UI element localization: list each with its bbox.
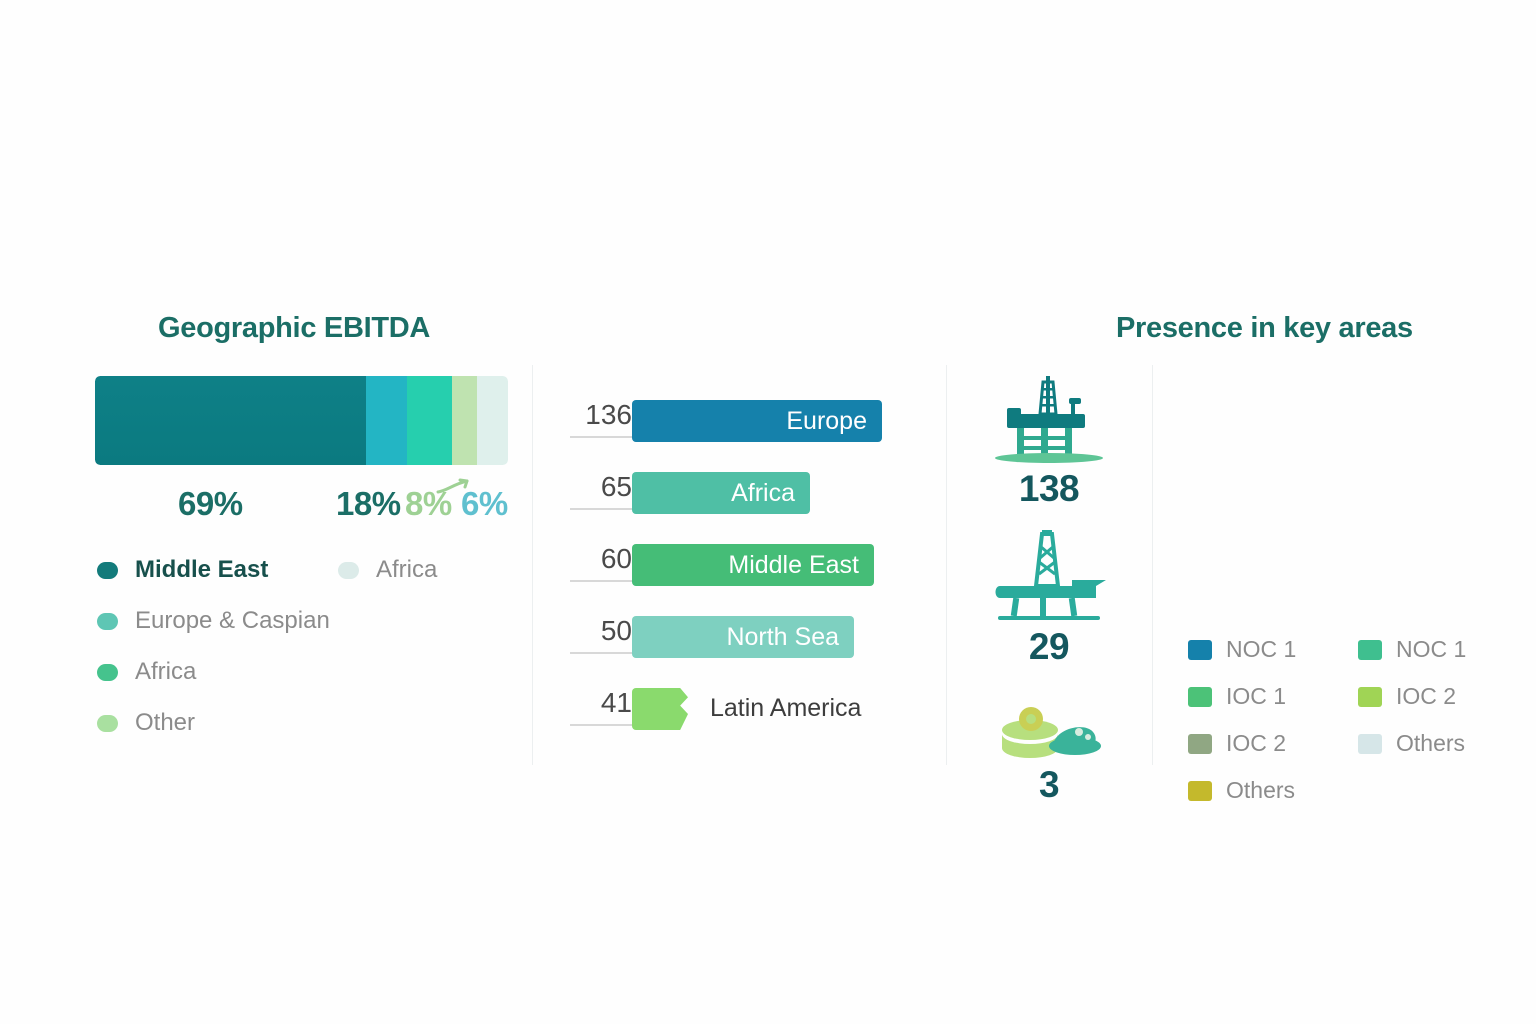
presence-value-label: 50 bbox=[570, 614, 632, 654]
customer-legend-item[interactable]: Others bbox=[1358, 730, 1465, 757]
presence-row: 41 Latin America bbox=[532, 686, 946, 736]
panel-assets: Assets 138 bbox=[946, 0, 1152, 1024]
customer-legend-swatch bbox=[1188, 780, 1212, 801]
offshore-platform-icon bbox=[995, 376, 1103, 463]
legend-item-middle-east[interactable]: Middle East bbox=[97, 556, 268, 584]
stacked-bar-segment-other bbox=[452, 376, 477, 465]
page-title-geographic-ebitda: Geographic EBITDA bbox=[158, 312, 431, 344]
legend-swatch-africa bbox=[97, 663, 118, 681]
presence-row: 65 Africa bbox=[532, 470, 946, 520]
legend-label-africa: Africa bbox=[135, 658, 197, 685]
legend-swatch-africa-pale bbox=[338, 561, 359, 579]
stacked-bar-segment-africa-pale bbox=[476, 376, 508, 465]
presence-value-label: 41 bbox=[570, 686, 632, 726]
presence-row: 136 Europe bbox=[532, 398, 946, 448]
customer-legend-item[interactable]: IOC 2 bbox=[1358, 683, 1456, 710]
panel-geographic-ebitda: Geographic EBITDA 69% 18% 8% 6% Middle E… bbox=[0, 0, 532, 1024]
customer-legend-swatch bbox=[1188, 639, 1212, 660]
panel-divider-1 bbox=[532, 365, 533, 765]
presence-bar-label: Europe bbox=[786, 406, 867, 435]
customer-legend-item[interactable]: NOC 1 bbox=[1358, 636, 1466, 663]
presence-row: 50 North Sea bbox=[532, 614, 946, 664]
presence-row: 60 Middle East bbox=[532, 542, 946, 592]
asset-item-offshore-platform: 138 bbox=[946, 372, 1152, 510]
legend-label-europe-caspian: Europe & Caspian bbox=[135, 607, 330, 634]
asset-item-drilling-rig: 29 bbox=[946, 528, 1152, 668]
presence-bar[interactable]: North Sea bbox=[632, 616, 854, 658]
legend-label-africa-pale: Africa bbox=[376, 556, 438, 583]
legend-label-middle-east: Middle East bbox=[135, 556, 269, 583]
presence-bar-label: Latin America bbox=[710, 694, 862, 722]
legend-item-africa[interactable]: Africa bbox=[97, 658, 196, 686]
customer-legend-label: Others bbox=[1226, 777, 1296, 803]
presence-value-label: 136 bbox=[570, 398, 632, 438]
customer-legend-swatch bbox=[1188, 686, 1212, 707]
leader-line bbox=[436, 478, 469, 494]
panel-divider-2 bbox=[946, 365, 947, 765]
customer-legend-label: IOC 2 bbox=[1226, 730, 1287, 756]
presence-bar-label: Africa bbox=[731, 478, 795, 507]
customer-legend-label: IOC 2 bbox=[1396, 683, 1457, 709]
percent-label-europe-caspian: 18% bbox=[336, 485, 401, 522]
asset-item-subsea-equipment: 3 bbox=[946, 706, 1152, 806]
presence-bar[interactable] bbox=[632, 688, 688, 730]
subsea-equipment-icon bbox=[1002, 707, 1101, 758]
customer-legend-item[interactable]: Others bbox=[1188, 777, 1295, 804]
legend-swatch-other bbox=[97, 714, 118, 732]
customer-legend-item[interactable]: NOC 1 bbox=[1188, 636, 1296, 663]
page-title-presence-in-key-areas: Presence in key areas bbox=[1116, 312, 1413, 344]
panel-customer-mix: Customer mix 32%36%32%16%32%32% NOC 1NOC… bbox=[1152, 0, 1536, 1024]
presence-bar[interactable]: Africa bbox=[632, 472, 810, 514]
customer-legend-swatch bbox=[1188, 733, 1212, 754]
legend-swatch-middle-east bbox=[97, 561, 118, 579]
legend-swatch-europe-caspian bbox=[97, 612, 118, 630]
legend-item-other[interactable]: Other bbox=[97, 709, 195, 737]
percent-label-other: 6% bbox=[461, 485, 508, 522]
panel-presence-in-key-areas: Presence in key areas 136 Europe 65 Africa 6… bbox=[532, 0, 1413, 1024]
customer-legend-label: IOC 1 bbox=[1226, 683, 1287, 709]
customer-legend-label: NOC 1 bbox=[1226, 636, 1297, 662]
customer-legend-swatch bbox=[1358, 733, 1382, 754]
stacked-bar-segment-europe-caspian bbox=[365, 376, 407, 465]
customer-legend-item[interactable]: IOC 2 bbox=[1188, 730, 1286, 757]
presence-bar[interactable]: Europe bbox=[632, 400, 882, 442]
asset-value-drilling-rig: 29 bbox=[1028, 626, 1070, 667]
customer-legend-item[interactable]: IOC 1 bbox=[1188, 683, 1286, 710]
drilling-rig-icon bbox=[995, 530, 1106, 620]
stacked-bar-segment-africa bbox=[406, 376, 453, 465]
stacked-bar-segment-middle-east bbox=[95, 376, 366, 465]
customer-legend-label: Others bbox=[1396, 730, 1466, 756]
presence-bar-label: North Sea bbox=[726, 622, 839, 651]
presence-bar-label: Middle East bbox=[728, 550, 859, 579]
asset-value-subsea-equipment: 3 bbox=[1038, 764, 1060, 805]
asset-value-offshore-platform: 138 bbox=[1018, 468, 1080, 509]
legend-item-europe-caspian[interactable]: Europe & Caspian bbox=[97, 607, 330, 635]
presence-value-label: 60 bbox=[570, 542, 632, 582]
customer-legend-swatch bbox=[1358, 639, 1382, 660]
presence-bar[interactable]: Middle East bbox=[632, 544, 874, 586]
stacked-bar-chart bbox=[95, 376, 508, 465]
customer-legend-swatch bbox=[1358, 686, 1382, 707]
legend-item-africa-pale[interactable]: Africa bbox=[338, 556, 437, 584]
customer-legend-label: NOC 1 bbox=[1396, 636, 1467, 662]
percent-label-middle-east: 69% bbox=[178, 485, 243, 522]
panel-divider-3 bbox=[1152, 365, 1153, 765]
presence-value-label: 65 bbox=[570, 470, 632, 510]
legend-label-other: Other bbox=[135, 709, 196, 736]
